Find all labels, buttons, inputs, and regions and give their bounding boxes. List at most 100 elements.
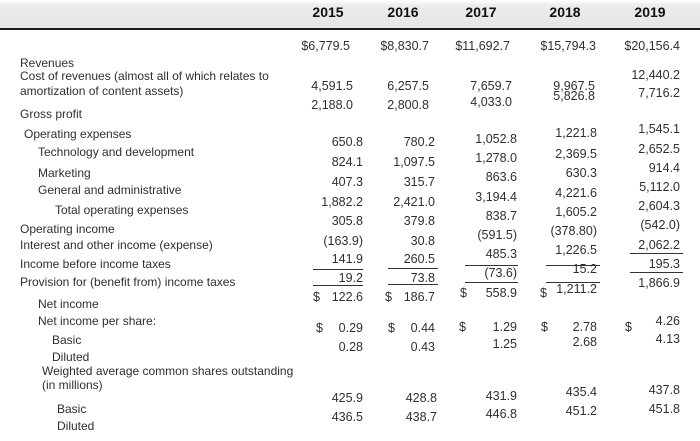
label-cost-of-revenues: Cost of revenues (almost all of which re… <box>20 69 269 83</box>
label-provision-income-taxes: Provision for (benefit from) income taxe… <box>20 275 236 289</box>
year-2017: 2017 <box>465 4 497 20</box>
eps-diluted-2019: 4.13 <box>655 332 680 346</box>
interest-other-2017: (591.5) <box>477 228 517 242</box>
revenues-2018: $15,794.3 <box>540 39 596 53</box>
label-income-before-taxes: Income before income taxes <box>20 257 171 271</box>
shares-basic-2015: 425.9 <box>331 391 363 405</box>
tech-dev-2019: 1,545.1 <box>638 122 680 136</box>
operating-income-2015: 305.8 <box>331 214 363 228</box>
shares-diluted-2018: 451.2 <box>565 404 597 418</box>
income-before-taxes-2017: 485.3 <box>485 247 517 261</box>
gen-admin-2019: 914.4 <box>648 161 680 175</box>
rule-interest-2019 <box>630 253 683 254</box>
year-header-bar: 2015 2016 2017 2018 2019 <box>0 0 700 30</box>
operating-income-2019: 2,604.3 <box>638 199 680 213</box>
year-2019: 2019 <box>634 4 666 20</box>
gen-admin-2015: 407.3 <box>331 175 363 189</box>
total-opex-2017: 3,194.4 <box>475 190 517 204</box>
rule-interest-2017 <box>465 265 518 266</box>
gross-profit-2019: 7,716.2 <box>638 86 680 100</box>
marketing-2019: 2,652.5 <box>638 142 680 156</box>
gen-admin-2016: 315.7 <box>403 175 435 189</box>
rule-provision-2018 <box>546 282 600 283</box>
tech-dev-2015: 650.8 <box>331 135 363 149</box>
label-in-millions: (in millions) <box>42 378 103 392</box>
shares-basic-2017: 431.9 <box>485 389 517 403</box>
gross-profit-2018: 5,826.8 <box>553 89 595 103</box>
label-operating-expenses: Operating expenses <box>24 127 132 141</box>
operating-income-2017: 838.7 <box>485 209 517 223</box>
year-2018: 2018 <box>549 4 581 20</box>
year-2015: 2015 <box>312 4 344 20</box>
net-income-2016: 186.7 <box>403 290 435 304</box>
rule-provision-2015 <box>313 285 363 286</box>
cost-of-revenues-2016: 6,257.5 <box>387 79 429 93</box>
label-operating-income: Operating income <box>20 222 115 236</box>
income-before-taxes-2018: 1,226.5 <box>555 243 597 257</box>
cost-of-revenues-2017: 7,659.7 <box>470 79 512 93</box>
dollar-net-income-2016: $ <box>385 290 392 304</box>
marketing-2017: 1,278.0 <box>475 151 517 165</box>
eps-diluted-2017: 1.25 <box>492 337 517 351</box>
income-before-taxes-2019: 2,062.2 <box>638 238 680 252</box>
income-before-taxes-2015: 141.9 <box>331 252 363 266</box>
dollar-eps-2018: $ <box>541 320 548 334</box>
label-total-operating-expenses: Total operating expenses <box>55 203 189 217</box>
net-income-2015: 122.6 <box>331 290 363 304</box>
net-income-2019: 1,866.9 <box>638 276 680 290</box>
shares-diluted-2015: 436.5 <box>331 410 363 424</box>
label-marketing: Marketing <box>38 166 91 180</box>
dollar-eps-2019: $ <box>625 320 632 334</box>
rule-interest-2015 <box>313 269 363 270</box>
label-net-income: Net income <box>38 297 99 311</box>
label-basic-shares: Basic <box>57 402 87 416</box>
label-diluted-eps: Diluted <box>52 350 90 364</box>
tech-dev-2016: 780.2 <box>403 135 435 149</box>
total-opex-2016: 2,421.0 <box>393 195 435 209</box>
rule-provision-2019 <box>630 272 683 273</box>
label-weighted-average-shares: Weighted average common shares outstandi… <box>42 364 294 378</box>
provision-2019: 195.3 <box>648 257 680 271</box>
eps-diluted-2016: 0.43 <box>410 340 435 354</box>
marketing-2015: 824.1 <box>331 155 363 169</box>
marketing-2018: 2,369.5 <box>555 147 597 161</box>
label-basic-eps: Basic <box>52 333 82 347</box>
rule-interest-2016 <box>388 268 438 269</box>
label-diluted-shares: Diluted <box>57 419 95 433</box>
dollar-net-income-2015: $ <box>313 290 320 304</box>
net-income-2017: 558.9 <box>485 286 517 300</box>
shares-diluted-2019: 451.8 <box>648 402 680 416</box>
year-2016: 2016 <box>387 4 419 20</box>
interest-other-2018: (378.80) <box>550 224 597 238</box>
eps-basic-2019: 4.26 <box>655 314 680 328</box>
gross-profit-2017: 4,033.0 <box>470 95 512 109</box>
operating-income-2016: 379.8 <box>403 214 435 228</box>
dollar-net-income-2018: $ <box>540 286 547 300</box>
provision-2015: 19.2 <box>338 271 363 285</box>
label-cost-of-revenues-cont: amortization of content assets) <box>20 84 184 98</box>
gen-admin-2018: 630.3 <box>565 166 597 180</box>
eps-basic-2017: 1.29 <box>492 320 517 334</box>
cost-of-revenues-2015: 4,591.5 <box>311 79 353 93</box>
revenues-2016: $8,830.7 <box>380 39 429 53</box>
net-income-2018: 1,211.2 <box>556 282 597 296</box>
dollar-eps-2015: $ <box>316 321 323 335</box>
label-revenues: Revenues <box>20 56 75 70</box>
revenues-2017: $11,692.7 <box>455 39 510 53</box>
label-interest-other-income: Interest and other income (expense) <box>20 238 213 252</box>
shares-basic-2016: 428.8 <box>405 391 437 405</box>
label-net-income-per-share: Net income per share: <box>38 314 157 328</box>
total-opex-2019: 5,112.0 <box>639 180 680 194</box>
cost-of-revenues-2019: 12,440.2 <box>631 68 680 82</box>
dollar-eps-2017: $ <box>459 320 466 334</box>
provision-2016: 73.8 <box>410 271 435 285</box>
rule-interest-2018 <box>546 265 600 266</box>
revenues-2019: $20,156.4 <box>624 39 680 53</box>
interest-other-2015: (163.9) <box>323 234 363 248</box>
eps-basic-2018: 2.78 <box>572 320 597 334</box>
label-gross-profit: Gross profit <box>20 107 83 121</box>
gross-profit-2015: 2,188.0 <box>311 98 353 112</box>
tech-dev-2017: 1,052.8 <box>475 132 517 146</box>
marketing-2016: 1,097.5 <box>393 155 435 169</box>
shares-basic-2018: 435.4 <box>565 385 597 399</box>
